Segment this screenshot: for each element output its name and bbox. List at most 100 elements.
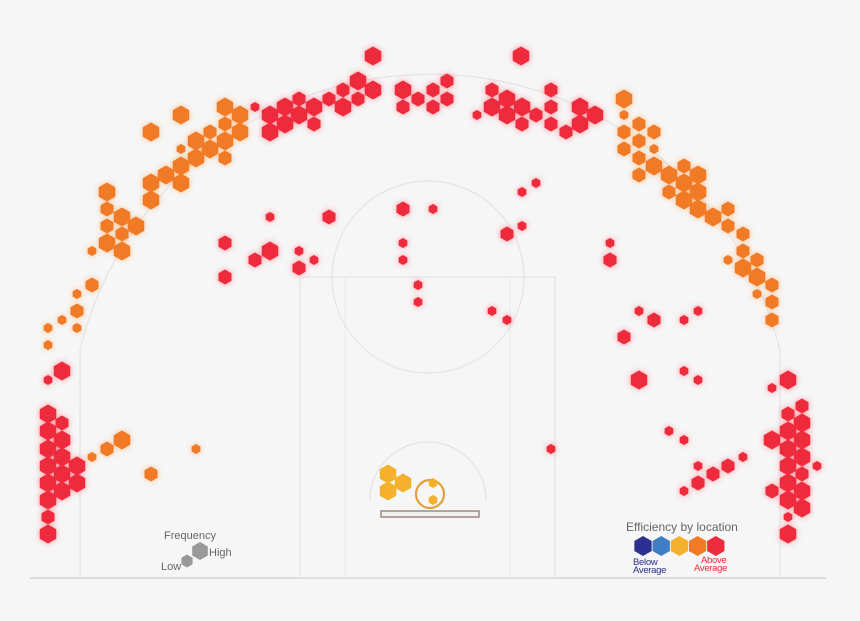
shot-hex-59 (100, 201, 114, 217)
shot-hex-11 (276, 97, 294, 117)
shot-hex-146 (783, 512, 793, 522)
shot-hex-149 (428, 204, 438, 214)
shot-hex-140 (795, 466, 809, 482)
shot-hex-39 (472, 110, 482, 120)
above-average-line1: Above (701, 555, 726, 566)
shot-hex-42 (231, 105, 249, 125)
shot-hex-58 (142, 190, 160, 210)
shot-hex-75 (619, 110, 629, 120)
shot-hex-115 (39, 421, 57, 441)
shot-hex-157 (398, 238, 408, 248)
shot-hex-5 (336, 82, 350, 98)
shot-hex-156 (218, 235, 232, 251)
shot-hex-139 (812, 461, 822, 471)
shot-hex-81 (649, 144, 659, 154)
shot-hex-104 (765, 294, 779, 310)
frequency-legend: Frequency Low High (161, 530, 232, 573)
shot-hex-86 (660, 165, 678, 185)
shot-hex-147 (779, 524, 797, 544)
frequency-legend-title: Frequency (164, 530, 216, 542)
shot-hex-71 (72, 323, 82, 333)
shot-hex-76 (632, 116, 646, 132)
shot-hex-174 (679, 315, 689, 325)
below-average-label: Below Average (633, 557, 666, 576)
above-average-label: Above Average (694, 555, 729, 574)
shot-hex-16 (307, 116, 321, 132)
shot-hex-171 (634, 306, 644, 316)
shot-hex-191 (428, 478, 438, 488)
shot-hex-54 (157, 165, 175, 185)
shot-hex-112 (53, 361, 71, 381)
paint (299, 276, 556, 579)
shot-hex-98 (723, 255, 733, 265)
frequency-legend-high: High (209, 547, 232, 559)
shot-hex-161 (309, 255, 319, 265)
shot-hex-2 (512, 46, 530, 66)
shot-hex-160 (248, 252, 262, 268)
shot-hex-41 (172, 105, 190, 125)
shot-hex-68 (72, 289, 82, 299)
shot-hex-8 (334, 97, 352, 117)
shot-hex-97 (736, 243, 750, 259)
frequency-legend-large-hex (192, 542, 208, 560)
frequency-legend-low: Low (161, 561, 181, 573)
shot-hex-110 (144, 466, 158, 482)
shot-hex-87 (689, 165, 707, 185)
shot-hex-118 (53, 447, 71, 467)
shot-hex-32 (529, 107, 543, 123)
shot-hex-169 (487, 306, 497, 316)
shot-hex-82 (632, 150, 646, 166)
shot-hex-13 (290, 105, 308, 125)
shot-hex-101 (748, 267, 766, 287)
shot-hex-120 (68, 456, 86, 476)
shot-hex-33 (515, 116, 529, 132)
shot-hex-113 (39, 404, 57, 424)
hexbin-layer (39, 46, 822, 544)
efficiency-swatch-3 (670, 536, 689, 556)
shot-hex-73 (43, 340, 53, 350)
shot-hex-125 (39, 490, 57, 510)
shot-hex-130 (795, 398, 809, 414)
shot-hex-96 (736, 226, 750, 242)
shot-hex-53 (172, 156, 190, 176)
shot-hex-78 (647, 124, 661, 140)
shot-hex-124 (53, 481, 71, 501)
shot-hex-126 (41, 509, 55, 525)
shot-hex-153 (531, 178, 541, 188)
shot-hex-144 (779, 490, 797, 510)
shot-hex-151 (322, 209, 336, 225)
shot-hex-28 (513, 97, 531, 117)
shot-hex-91 (675, 190, 693, 210)
shot-hex-135 (793, 430, 811, 450)
shot-hex-123 (68, 473, 86, 493)
shot-hex-164 (218, 269, 232, 285)
backboard (380, 510, 480, 518)
shot-hex-24 (426, 99, 440, 115)
shot-hex-29 (544, 82, 558, 98)
shot-hex-105 (765, 312, 779, 328)
shot-hex-107 (100, 441, 114, 457)
shot-hex-155 (517, 221, 527, 231)
shot-hex-180 (679, 435, 689, 445)
shot-hex-4 (364, 80, 382, 100)
shot-hex-192 (428, 495, 438, 505)
shot-hex-52 (218, 150, 232, 166)
shot-hex-188 (379, 464, 397, 484)
shot-hex-178 (693, 375, 703, 385)
shot-hex-185 (706, 466, 720, 482)
shot-hex-108 (87, 452, 97, 462)
shot-hex-30 (544, 99, 558, 115)
shot-hex-173 (693, 306, 703, 316)
shot-hex-48 (216, 131, 234, 151)
shot-hex-83 (645, 156, 663, 176)
shot-hex-64 (98, 233, 116, 253)
shot-hex-175 (617, 329, 631, 345)
shot-hex-9 (305, 97, 323, 117)
shot-hex-21 (440, 73, 454, 89)
shot-hex-170 (502, 315, 512, 325)
shot-hex-31 (498, 105, 516, 125)
shot-hex-72 (43, 323, 53, 333)
shot-hex-70 (57, 315, 67, 325)
shot-hex-22 (440, 91, 454, 107)
